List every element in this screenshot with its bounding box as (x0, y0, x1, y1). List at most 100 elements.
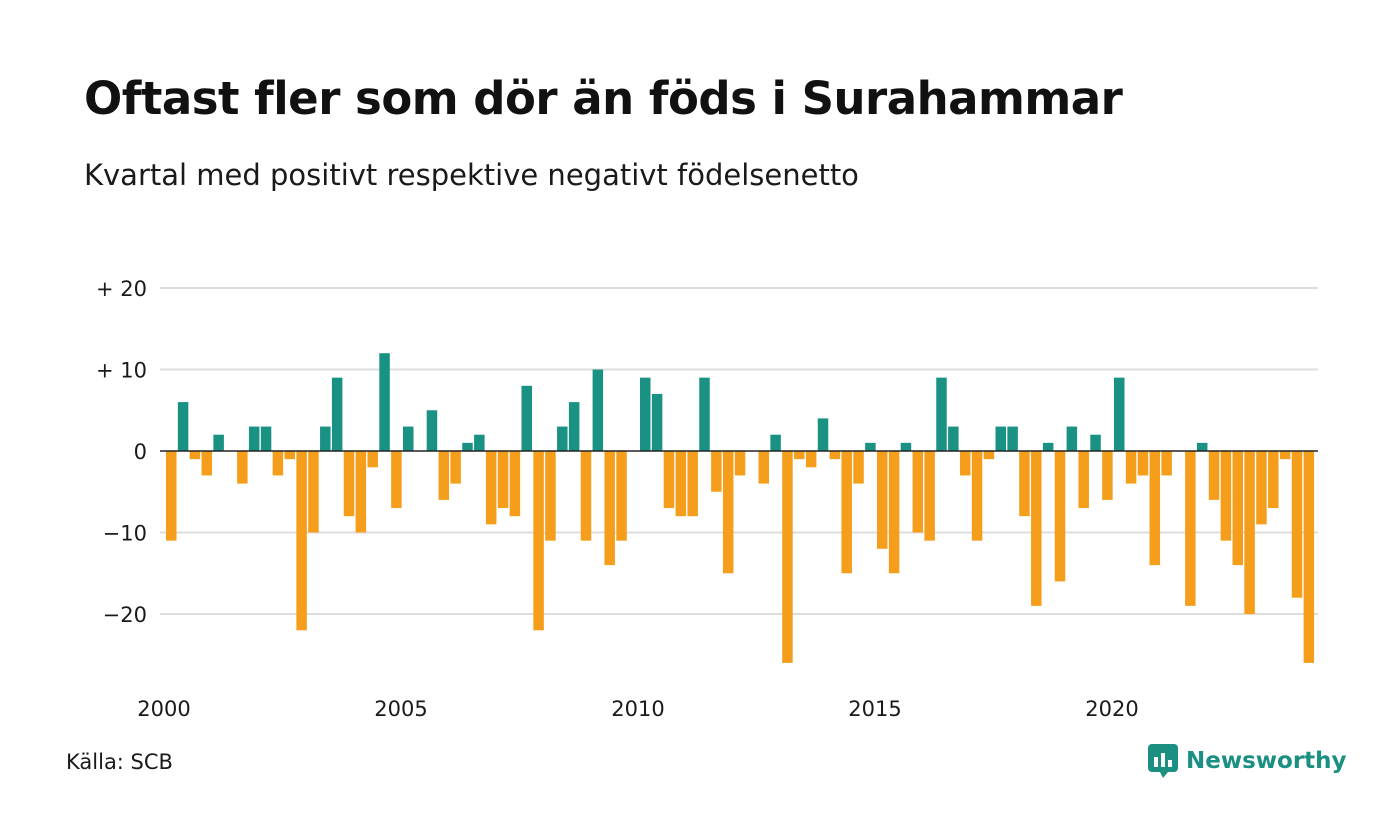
bar (948, 426, 959, 451)
bar (1196, 442, 1208, 451)
bar (1031, 451, 1042, 606)
bar (1244, 451, 1255, 614)
bar (497, 451, 509, 509)
bar (320, 426, 331, 451)
bar (1220, 451, 1232, 541)
bar (485, 451, 497, 525)
bar (853, 451, 864, 484)
newsworthy-logo-icon (1148, 744, 1178, 778)
bar (1042, 442, 1054, 451)
bar (201, 451, 213, 476)
bar (343, 451, 355, 517)
bar (166, 451, 177, 541)
y-tick-label: 0 (134, 440, 147, 464)
bar (1256, 451, 1267, 525)
y-tick-label: + 10 (96, 359, 147, 383)
bar (877, 451, 888, 549)
bar (888, 451, 900, 574)
y-tick-label: + 20 (96, 277, 147, 301)
bar (426, 410, 438, 451)
bar (1303, 451, 1315, 663)
bar (687, 451, 698, 517)
bar (983, 451, 995, 460)
brand-name: Newsworthy (1186, 748, 1347, 774)
bar (1007, 426, 1018, 451)
bar (355, 451, 367, 533)
bar (1125, 451, 1137, 484)
bar (1208, 451, 1220, 500)
bar (296, 451, 307, 631)
bar (438, 451, 450, 500)
bar (1268, 451, 1279, 509)
bar (391, 451, 402, 509)
bar (1137, 451, 1149, 476)
bar (403, 426, 414, 451)
bar (189, 451, 201, 460)
bar (924, 451, 935, 541)
bar (1149, 451, 1161, 566)
bar (272, 451, 284, 476)
bar (936, 377, 947, 451)
bar (237, 451, 248, 484)
x-tick-label: 2020 (1085, 697, 1138, 721)
bar (1114, 377, 1125, 451)
bar (284, 451, 295, 460)
bar (177, 402, 189, 451)
bar (367, 451, 378, 468)
bar (1102, 451, 1113, 500)
bar (308, 451, 319, 533)
x-tick-label: 2000 (137, 697, 190, 721)
bar (758, 451, 769, 484)
brand-logo: Newsworthy (1148, 744, 1347, 778)
bar (450, 451, 461, 484)
bar (1291, 451, 1303, 598)
bar (1066, 426, 1078, 451)
x-tick-label: 2010 (611, 697, 664, 721)
bar (1078, 451, 1089, 509)
bar (995, 426, 1006, 451)
bar (1279, 451, 1291, 460)
bar (509, 451, 521, 517)
bar (865, 442, 876, 451)
bar (474, 434, 485, 451)
bar (900, 442, 912, 451)
bar (912, 451, 924, 533)
bar (663, 451, 675, 509)
bar (640, 377, 651, 451)
bar (711, 451, 722, 492)
bar (592, 369, 604, 451)
bar (462, 442, 473, 451)
bar (829, 451, 841, 460)
bar (770, 434, 781, 451)
bar (1161, 451, 1172, 476)
bar (521, 385, 532, 451)
bar (782, 451, 793, 663)
bar (805, 451, 817, 468)
source-note: Källa: SCB (66, 750, 173, 774)
bar (734, 451, 746, 476)
bar (959, 451, 971, 476)
bar (841, 451, 852, 574)
chart-title: Oftast fler som dör än föds i Surahammar (84, 72, 1123, 125)
bar (604, 451, 615, 566)
bar (580, 451, 592, 541)
y-tick-label: −20 (103, 603, 147, 627)
bar (1054, 451, 1066, 582)
bar (248, 426, 260, 451)
bar (1019, 451, 1030, 517)
bar (722, 451, 734, 574)
bar (794, 451, 805, 460)
bar (331, 377, 343, 451)
bar (971, 451, 983, 541)
bar (533, 451, 544, 631)
x-tick-label: 2005 (374, 697, 427, 721)
bar (260, 426, 272, 451)
bar (545, 451, 556, 541)
x-tick-label: 2015 (848, 697, 901, 721)
bar (213, 434, 224, 451)
bar (1090, 434, 1101, 451)
bar (568, 402, 580, 451)
bar (616, 451, 627, 541)
bar (1185, 451, 1196, 606)
bar (675, 451, 687, 517)
